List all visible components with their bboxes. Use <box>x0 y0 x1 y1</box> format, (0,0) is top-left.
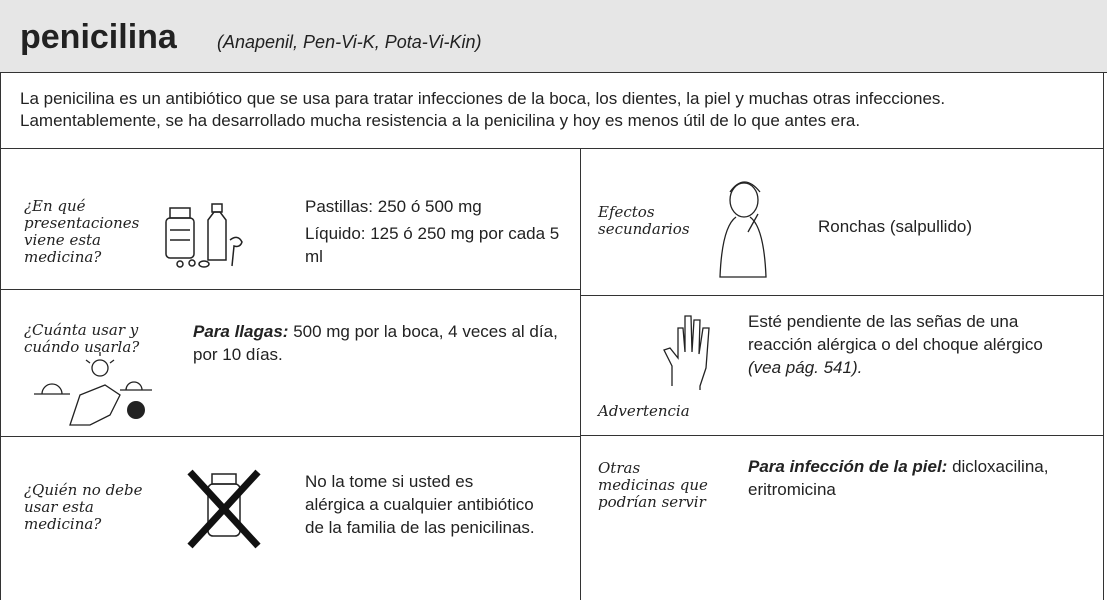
presentation-line: Pastillas: 250 ó 500 mg <box>305 197 482 216</box>
contraindication-text: No la tome si usted es alérgica a cualqu… <box>305 472 535 537</box>
brand-names: (Anapenil, Pen-Vi-K, Pota-Vi-Kin) <box>217 32 482 52</box>
presentation-line: Líquido: 125 ó 250 mg por cada 5 ml <box>305 224 560 266</box>
divider <box>580 148 581 600</box>
title: penicilina <box>20 18 177 56</box>
dosage-detail: 500 mg por la boca, 4 veces al día, por … <box>193 322 558 364</box>
divider <box>580 295 1104 296</box>
divider <box>0 289 580 290</box>
divider <box>580 435 1104 436</box>
bottles-icon <box>165 203 243 268</box>
alternatives-lead: Para infección de la piel: <box>748 457 948 476</box>
sun-hand-icon <box>34 352 152 426</box>
section-label: Efectos secundarios <box>598 203 690 238</box>
warning-detail: Esté pendiente de las señas de una reacc… <box>748 312 1043 354</box>
dosage-text: Para llagas: 500 mg por la boca, 4 veces… <box>193 320 573 366</box>
woman-icon <box>719 181 767 278</box>
divider <box>0 148 1104 149</box>
page-reference: (vea pág. 541). <box>748 358 863 377</box>
alternatives-detail: dicloxacilina, eritromicina <box>748 457 1049 499</box>
section-label: ¿Cuánta usar y cuándo usarla? <box>24 321 140 356</box>
side-effect-text: Ronchas (salpullido) <box>818 217 973 236</box>
section-label: ¿Quién no debe usar esta medicina? <box>24 481 143 533</box>
intro: La penicilina es un antibiótico que se u… <box>20 89 946 130</box>
hand-icon <box>663 315 710 390</box>
no-medicine-icon <box>187 469 261 549</box>
section-label: ¿En qué presentaciones viene esta medici… <box>24 197 140 266</box>
header-band <box>0 0 1107 73</box>
warning-text: Esté pendiente de las señas de una reacc… <box>748 310 1068 379</box>
alternatives-text: Para infección de la piel: dicloxacilina… <box>748 455 1088 501</box>
divider <box>0 436 580 437</box>
section-label: Otras medicinas que podrían servir <box>598 459 708 511</box>
dosage-lead: Para llagas: <box>193 322 289 341</box>
section-label: Advertencia <box>598 402 690 420</box>
